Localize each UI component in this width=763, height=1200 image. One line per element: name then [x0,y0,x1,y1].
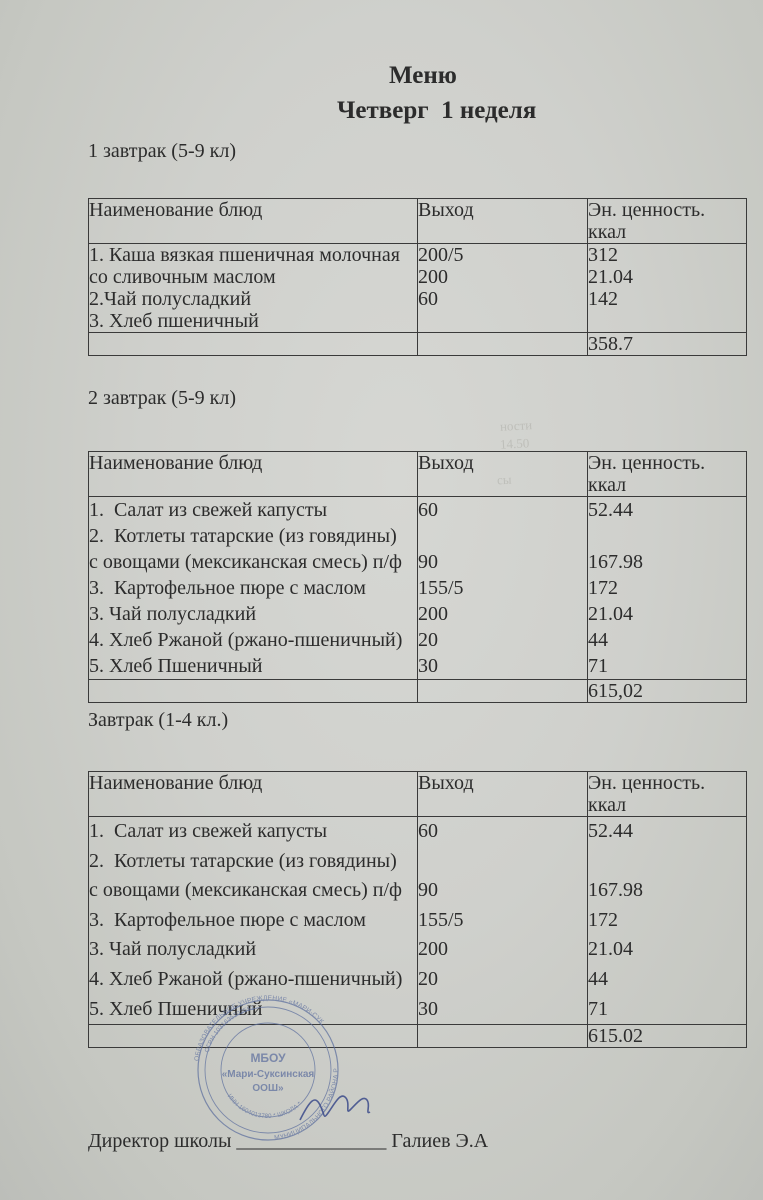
svg-text:ИНН 1604013780 * ШКОЛА *: ИНН 1604013780 * ШКОЛА * [226,1093,304,1120]
svg-text:ООШ»: ООШ» [252,1083,284,1094]
svg-text:МБОУ: МБОУ [250,1051,286,1065]
svg-text:«Мари-Суксинская: «Мари-Суксинская [222,1069,315,1080]
